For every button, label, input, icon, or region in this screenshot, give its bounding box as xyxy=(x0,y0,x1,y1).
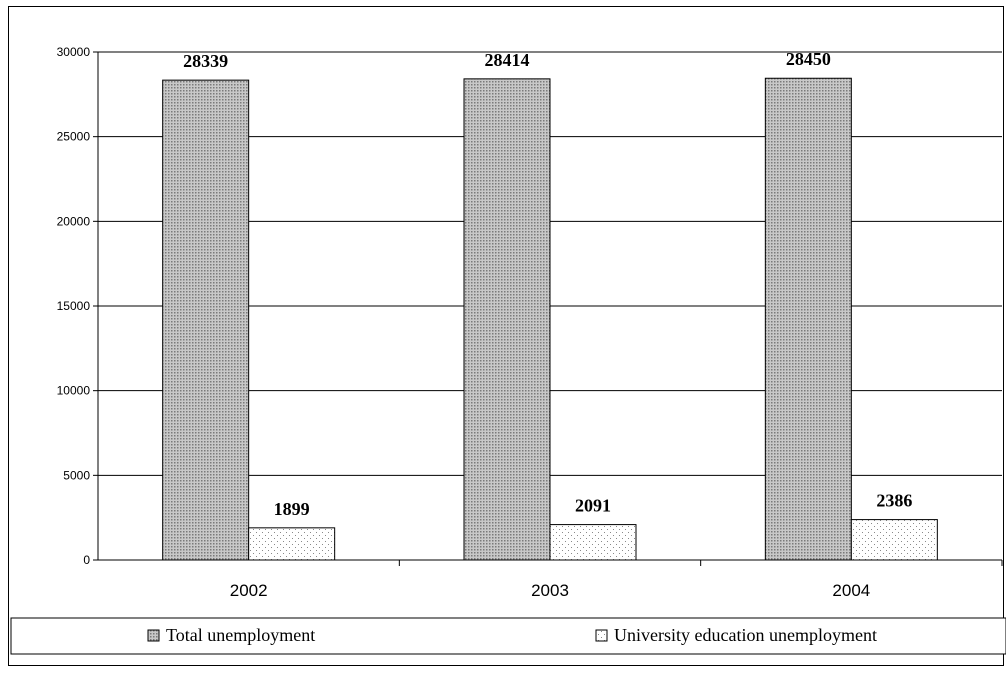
y-tick-label: 20000 xyxy=(57,214,91,228)
legend-swatch-total-unemployment xyxy=(147,629,160,642)
bar-university-unemployment xyxy=(248,527,336,561)
bar-university-unemployment xyxy=(549,524,637,561)
legend-label-total-unemployment: Total unemployment xyxy=(166,625,315,645)
bar-total-unemployment xyxy=(463,78,551,561)
y-tick-label: 5000 xyxy=(63,468,90,482)
y-tick-label: 15000 xyxy=(57,299,91,313)
legend-label-university-unemployment: University education unemployment xyxy=(614,625,877,645)
legend-swatch-university-unemployment xyxy=(595,629,608,642)
data-label: 28339 xyxy=(183,51,228,71)
legend-box xyxy=(10,617,1006,655)
y-tick-label: 10000 xyxy=(57,384,91,398)
data-label: 28450 xyxy=(786,49,831,69)
y-tick-label: 0 xyxy=(83,553,90,567)
y-tick-label: 25000 xyxy=(57,130,91,144)
x-tick-label: 2003 xyxy=(531,581,569,600)
y-tick-label: 30000 xyxy=(57,45,91,59)
data-label: 2386 xyxy=(876,491,912,511)
bar-total-unemployment xyxy=(764,77,852,561)
data-label: 2091 xyxy=(575,496,611,516)
data-label: 28414 xyxy=(485,50,530,70)
bar-university-unemployment xyxy=(850,519,938,561)
x-tick-label: 2004 xyxy=(832,581,870,600)
x-tick-label: 2002 xyxy=(230,581,268,600)
bar-total-unemployment xyxy=(162,79,250,561)
data-label: 1899 xyxy=(274,499,310,519)
